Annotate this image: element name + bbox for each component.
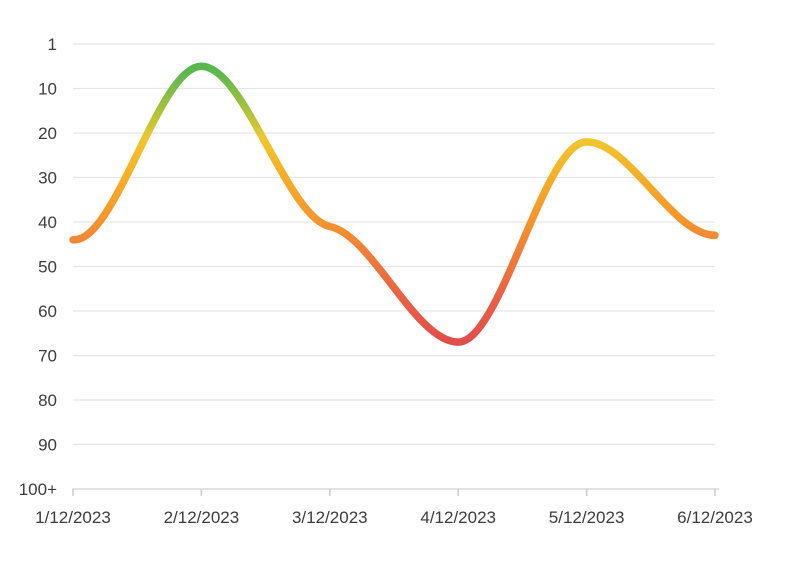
y-axis-label: 70 [38,346,57,365]
x-axis-label: 6/12/2023 [677,508,753,527]
y-axis-label: 90 [38,435,57,454]
x-axis-label: 2/12/2023 [164,508,240,527]
y-axis-label: 80 [38,391,57,410]
y-axis-label: 20 [38,124,57,143]
x-axis: 1/12/2023 2/12/2023 3/12/2023 4/12/2023 5/12… [35,488,753,527]
y-axis-label: 40 [38,213,57,232]
x-axis-label: 5/12/2023 [549,508,625,527]
gridlines [73,43,715,490]
y-axis-label: 100+ [19,480,57,499]
x-axis-label: 3/12/2023 [292,508,368,527]
y-axis-label: 10 [38,79,57,98]
y-axis-label: 1 [48,35,57,54]
y-axis-label: 50 [38,257,57,276]
trend-line [69,62,719,346]
y-axis-labels: 1 10 20 30 40 50 60 70 80 90 100+ [19,35,57,499]
x-axis-label: 1/12/2023 [35,508,111,527]
x-axis-label: 4/12/2023 [420,508,496,527]
y-axis-label: 30 [38,168,57,187]
y-axis-label: 60 [38,302,57,321]
